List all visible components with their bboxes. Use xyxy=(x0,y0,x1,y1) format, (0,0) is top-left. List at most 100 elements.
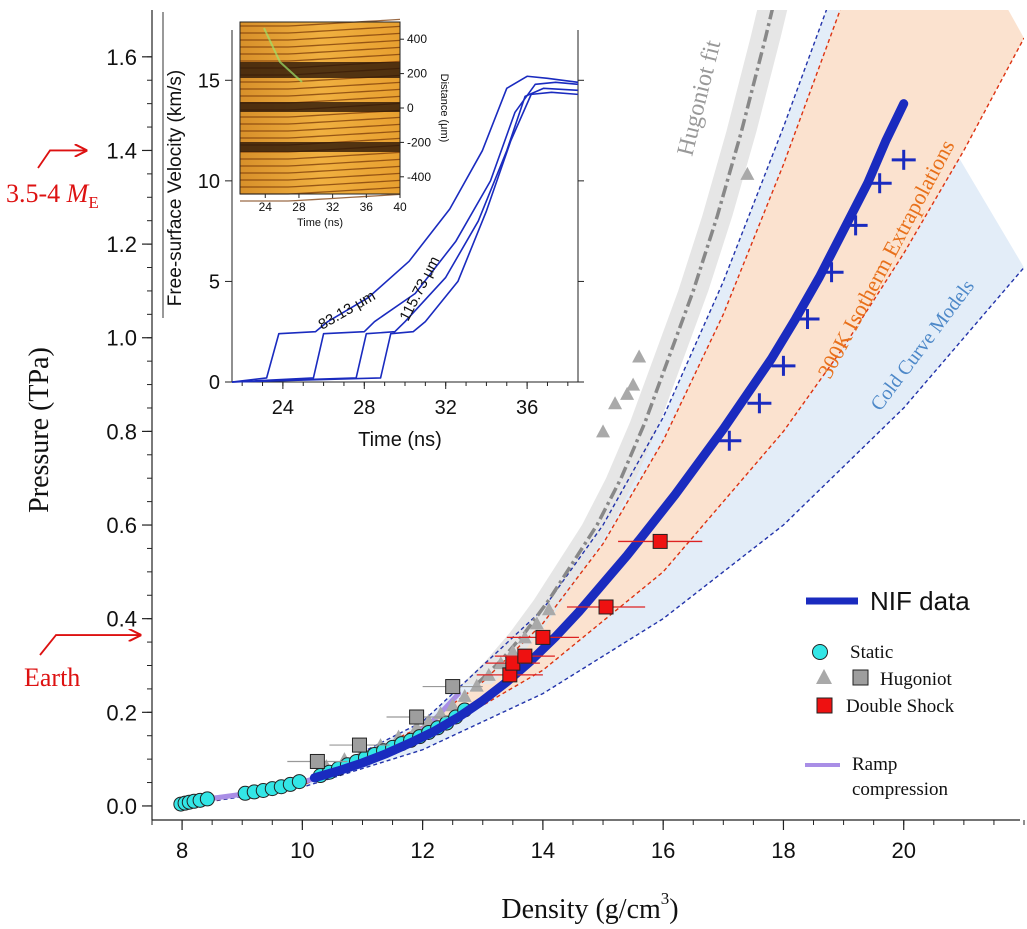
y-tick-label: 1.6 xyxy=(106,45,137,70)
streak-fringe xyxy=(240,179,401,188)
legend-hugoniot-triangle xyxy=(816,669,832,684)
inset-x-tick-label: 32 xyxy=(435,397,457,419)
streak-fringes xyxy=(240,18,401,202)
legend-hugoniot-square xyxy=(852,669,869,686)
inset-y-tick-label: 15 xyxy=(198,70,220,92)
x-tick-label: 12 xyxy=(410,838,434,863)
axes xyxy=(151,10,1020,821)
streak-fringe xyxy=(240,172,401,181)
streak-fringe xyxy=(240,81,401,90)
inset-y-tick-label: 10 xyxy=(198,171,220,193)
static-point xyxy=(199,791,215,807)
hugoniot-square-point xyxy=(445,679,461,695)
cold-upper-curve xyxy=(181,10,828,807)
inset-x-tick-label: 36 xyxy=(516,397,538,419)
streak-fringe xyxy=(240,88,401,97)
nif-data-curve xyxy=(309,99,909,783)
streak-fringe xyxy=(240,130,401,139)
y-tick-label: 0.6 xyxy=(106,513,137,538)
y-tick-label: 0.2 xyxy=(106,700,137,725)
streak-y-tick-label: 200 xyxy=(407,67,427,81)
earth-arrow xyxy=(39,635,140,656)
streak-fringe xyxy=(240,165,401,174)
streak-x-label: Time (ns) xyxy=(297,217,343,229)
inset-y-label: Free-surface Velocity (km/s) xyxy=(165,70,186,307)
inset-trace-4 xyxy=(231,91,579,383)
earth-annotation: Earth xyxy=(24,635,140,692)
y-tick-label: 1.0 xyxy=(106,326,137,351)
x-axis-label: Density (g/cm3) xyxy=(501,889,678,925)
inset-x-tick-label: 24 xyxy=(272,397,294,419)
hugoniot-triangle-point xyxy=(632,349,647,363)
streak-x-tick-label: 24 xyxy=(259,200,273,214)
inset-velocity-plot: 24 28 32 36 0 5 10 15 Time (ns) Free-surface Ve… xyxy=(162,10,585,451)
legend-hugoniot-label: Hugoniot xyxy=(880,669,953,690)
hugoniot-triangle-point xyxy=(469,678,484,692)
streak-fringe xyxy=(240,39,401,48)
hugoniot-fit-curve xyxy=(475,10,774,686)
legend-static-marker xyxy=(812,644,828,660)
streak-x-tick-label: 32 xyxy=(326,200,340,214)
inset-y-tick-label: 5 xyxy=(209,271,220,293)
streak-y-tick-label: -200 xyxy=(407,135,431,149)
y-axis-label: Pressure (TPa) xyxy=(24,347,55,513)
hugoniot-triangle-point xyxy=(433,706,448,720)
earth-label: Earth xyxy=(24,663,80,692)
y-tick-label: 0.8 xyxy=(106,419,137,444)
double-shock-point xyxy=(652,533,668,549)
x-tick-label: 18 xyxy=(771,838,795,863)
streak-fringe xyxy=(240,123,401,132)
x-tick-label: 14 xyxy=(531,838,555,863)
y-tick-label: 0.4 xyxy=(106,607,137,632)
inset-trace-2 xyxy=(231,81,579,383)
legend: NIF data Static Hugoniot Double Shock Ra… xyxy=(805,586,970,800)
x-ticks: 8 10 12 14 16 18 20 xyxy=(151,820,1025,863)
streak-y-tick-label: 400 xyxy=(407,32,427,46)
legend-ramp-label-2: compression xyxy=(852,779,949,800)
hugoniot-triangle-point xyxy=(608,396,623,410)
isotherm-band xyxy=(182,10,1024,806)
streak-camera-image: 24 28 32 36 40 400 200 0 -200 -400 Time (ns) Dist… xyxy=(239,18,450,229)
streak-y-tick-label: 0 xyxy=(407,101,414,115)
isotherm-lower-curve xyxy=(181,37,1024,807)
inset-trace-1 xyxy=(231,75,579,383)
inset-x-label: Time (ns) xyxy=(358,429,442,451)
streak-shock-front xyxy=(263,27,303,83)
y-tick-label: 1.2 xyxy=(106,232,137,257)
y-tick-label: 0.0 xyxy=(106,794,137,819)
x-tick-label: 8 xyxy=(176,838,188,863)
inset-traces xyxy=(231,75,579,383)
legend-static-label: Static xyxy=(850,642,893,663)
inset-y-tick-label: 0 xyxy=(209,372,220,394)
hugoniot-triangle-point xyxy=(620,386,635,400)
streak-x-tick-label: 36 xyxy=(360,200,374,214)
double-shock-point xyxy=(598,599,614,615)
streak-fringe xyxy=(240,32,401,41)
double-shock-point xyxy=(535,629,551,645)
hugoniot-square-point xyxy=(309,753,325,769)
inset-x-tick-label: 28 xyxy=(353,397,375,419)
streak-y-label: Distance (μm) xyxy=(438,74,450,143)
x-tick-label: 10 xyxy=(290,838,314,863)
super-earth-label: 3.5-4 ME xyxy=(6,179,99,212)
legend-nif-label: NIF data xyxy=(870,586,970,616)
streak-fringe xyxy=(240,18,401,27)
y-tick-label: 1.4 xyxy=(106,138,137,163)
streak-fringe xyxy=(240,116,401,125)
hugoniot-triangle-point xyxy=(626,377,641,391)
streak-fringe xyxy=(240,53,401,62)
streak-fringe xyxy=(240,193,401,202)
double-shock-point xyxy=(517,648,533,664)
hugoniot-square-point xyxy=(351,737,367,753)
hugoniot-triangle-point xyxy=(457,688,472,702)
x-tick-label: 16 xyxy=(651,838,675,863)
inset-ticks: 24 28 32 36 0 5 10 15 xyxy=(198,70,584,419)
x-tick-label: 20 xyxy=(891,838,915,863)
super-earth-arrow xyxy=(37,150,86,169)
legend-ramp-label-1: Ramp xyxy=(852,754,897,775)
streak-dark-band xyxy=(240,62,400,78)
hugoniot-square-point xyxy=(409,709,425,725)
hugoniot-triangle-point xyxy=(541,602,556,616)
streak-fringe xyxy=(240,158,401,167)
